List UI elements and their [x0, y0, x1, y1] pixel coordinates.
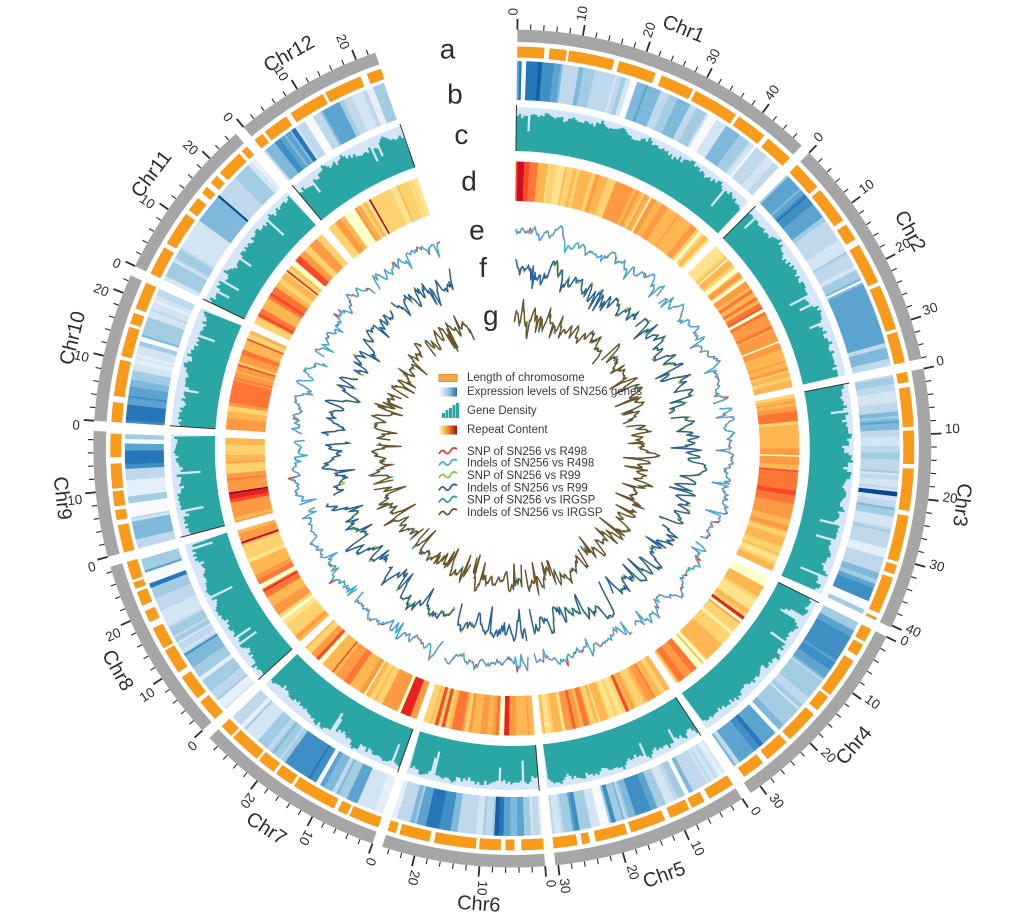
svg-text:SNP of SN256 vs R99: SNP of SN256 vs R99 [467, 470, 581, 482]
svg-text:d: d [461, 166, 477, 197]
svg-text:Chr6: Chr6 [456, 892, 501, 915]
svg-text:10: 10 [573, 5, 590, 22]
svg-text:Gene Density: Gene Density [467, 405, 537, 417]
svg-text:Repeat Content: Repeat Content [467, 424, 548, 436]
svg-text:Indels of SN256 vs IRGSP: Indels of SN256 vs IRGSP [467, 507, 603, 519]
svg-text:Indels of SN256 vs R99: Indels of SN256 vs R99 [467, 483, 588, 495]
svg-text:g: g [483, 300, 499, 331]
svg-text:SNP of SN256 vs IRGSP: SNP of SN256 vs IRGSP [467, 495, 596, 507]
svg-text:e: e [469, 215, 485, 246]
svg-text:0: 0 [543, 879, 559, 888]
svg-text:Indels of SN256 vs R498: Indels of SN256 vs R498 [467, 458, 594, 470]
svg-text:10: 10 [945, 421, 961, 437]
svg-text:Expression levels of SN256 gen: Expression levels of SN256 genes [467, 386, 642, 398]
svg-text:0: 0 [506, 8, 521, 16]
svg-text:f: f [479, 252, 487, 283]
svg-text:0: 0 [72, 417, 80, 432]
svg-text:c: c [454, 119, 468, 150]
svg-text:b: b [447, 79, 463, 110]
svg-text:Length of chromosome: Length of chromosome [467, 372, 585, 384]
svg-text:a: a [440, 34, 456, 65]
svg-text:SNP of SN256 vs R498: SNP of SN256 vs R498 [467, 446, 587, 458]
